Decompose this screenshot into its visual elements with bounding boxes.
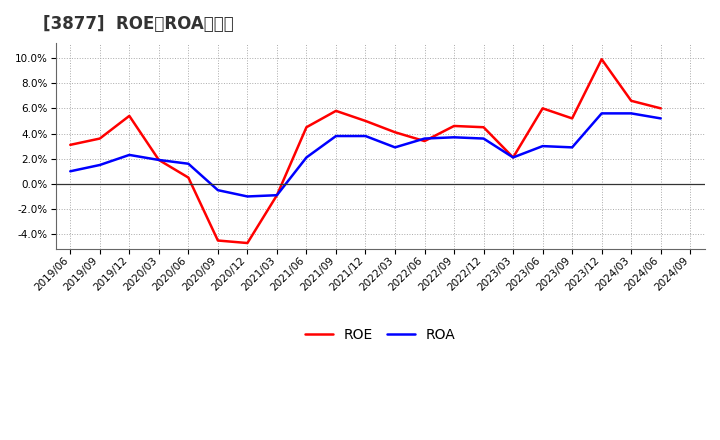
ROA [361, 133, 370, 139]
ROE [273, 193, 282, 198]
Line: ROE: ROE [71, 59, 661, 243]
ROE [184, 175, 193, 180]
Legend: ROE, ROA: ROE, ROA [300, 323, 461, 348]
ROA [480, 136, 488, 141]
ROE [420, 139, 429, 144]
ROA [391, 145, 400, 150]
ROE [96, 136, 104, 141]
ROA [273, 193, 282, 198]
ROE [332, 108, 341, 114]
ROE [627, 98, 636, 103]
ROA [332, 133, 341, 139]
ROE [391, 130, 400, 135]
ROA [627, 111, 636, 116]
ROA [243, 194, 252, 199]
ROA [155, 158, 163, 163]
ROE [66, 142, 75, 147]
Text: [3877]  ROE、ROAの推移: [3877] ROE、ROAの推移 [42, 15, 233, 33]
ROE [657, 106, 665, 111]
ROE [509, 155, 518, 160]
ROE [598, 57, 606, 62]
ROE [539, 106, 547, 111]
ROE [480, 125, 488, 130]
ROA [598, 111, 606, 116]
ROE [125, 113, 134, 118]
ROA [214, 187, 222, 193]
ROE [450, 123, 459, 128]
ROA [539, 143, 547, 149]
ROA [66, 169, 75, 174]
ROA [420, 136, 429, 141]
ROE [302, 125, 311, 130]
ROA [96, 162, 104, 168]
ROE [568, 116, 577, 121]
ROA [450, 135, 459, 140]
ROA [568, 145, 577, 150]
ROE [214, 238, 222, 243]
ROE [361, 118, 370, 124]
ROE [243, 240, 252, 246]
Line: ROA: ROA [71, 114, 661, 196]
ROA [302, 155, 311, 160]
ROE [155, 158, 163, 163]
ROA [184, 161, 193, 166]
ROA [125, 152, 134, 158]
ROA [509, 155, 518, 160]
ROA [657, 116, 665, 121]
